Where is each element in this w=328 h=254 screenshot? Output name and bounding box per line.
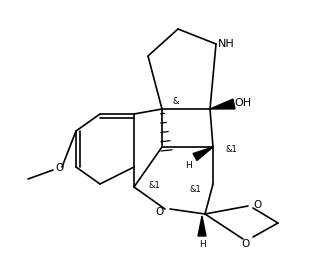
Text: NH: NH: [217, 39, 235, 49]
Text: H: H: [199, 240, 205, 248]
Text: &1: &1: [148, 181, 160, 190]
Text: &: &: [173, 96, 179, 105]
Text: O: O: [156, 206, 164, 216]
Polygon shape: [198, 216, 206, 236]
Polygon shape: [210, 100, 235, 109]
Text: H: H: [186, 161, 193, 170]
Text: O: O: [242, 238, 250, 248]
Text: OH: OH: [235, 98, 252, 108]
Text: &1: &1: [225, 145, 237, 154]
Polygon shape: [193, 147, 213, 161]
Text: O: O: [55, 162, 63, 172]
Text: O: O: [253, 199, 261, 209]
Text: &1: &1: [189, 185, 201, 194]
